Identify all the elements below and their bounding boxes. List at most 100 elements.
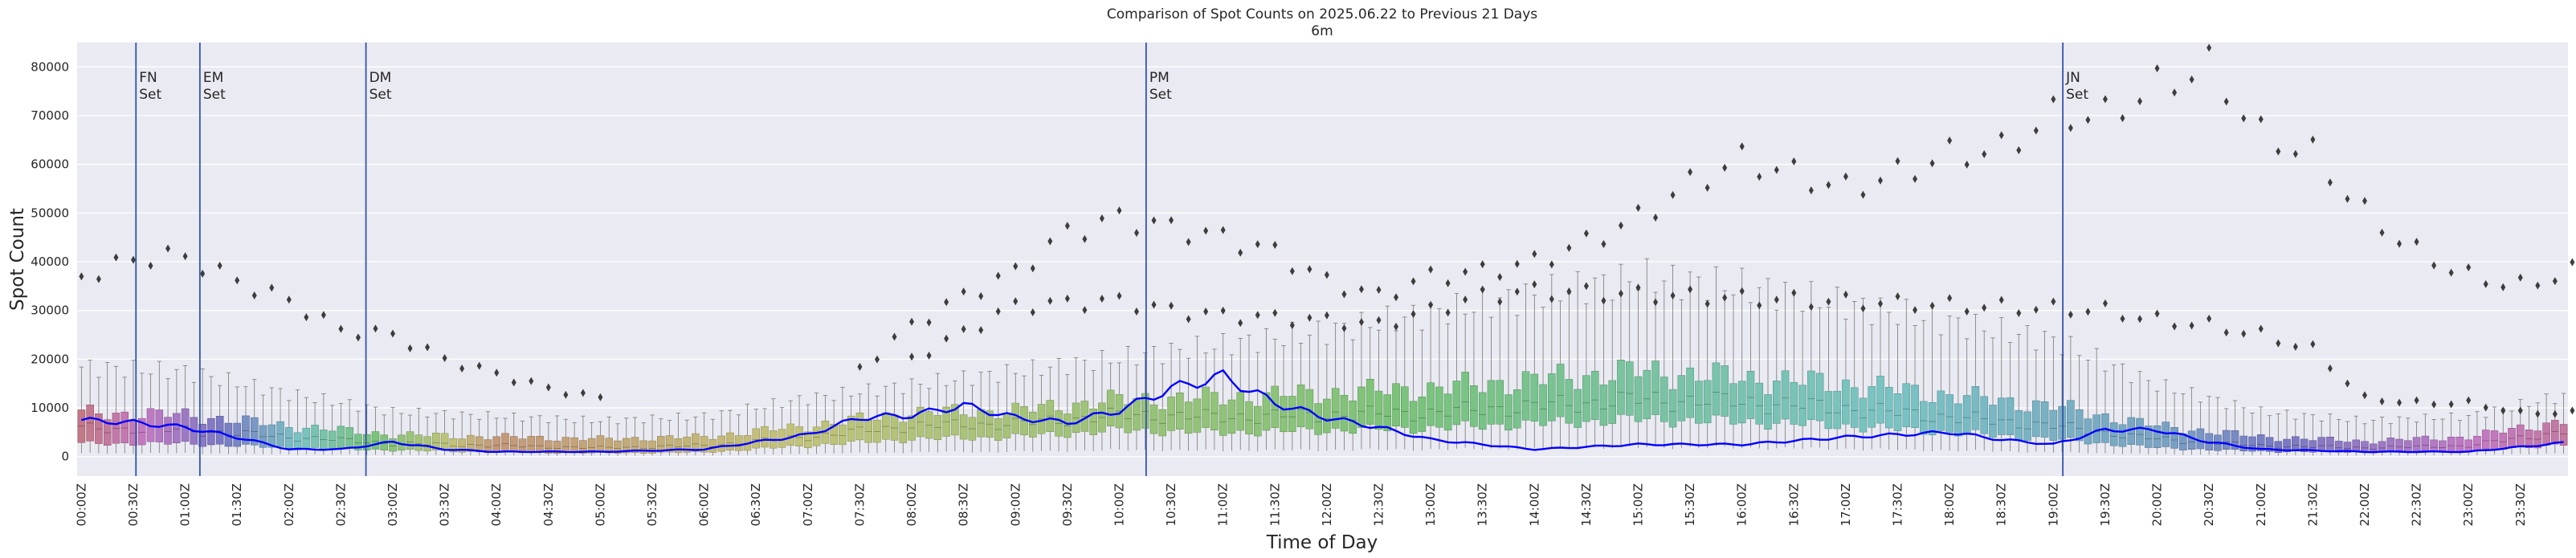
outlier-point (1843, 290, 1848, 299)
outlier-point (1445, 308, 1451, 317)
box (2256, 434, 2265, 451)
box (1461, 372, 1469, 422)
box (873, 419, 881, 443)
box-plot (2162, 379, 2170, 454)
outlier-point (1480, 285, 1485, 294)
outlier-point (1255, 311, 1260, 320)
box-plot (1383, 305, 1392, 450)
outlier-point (200, 269, 206, 278)
box-plot (570, 422, 578, 456)
box-plot (2256, 406, 2265, 455)
box (1262, 392, 1271, 431)
box (631, 437, 639, 453)
box-plot (890, 382, 899, 453)
box (1876, 376, 1884, 424)
box (2162, 422, 2170, 447)
outlier-point (1566, 243, 1572, 252)
outlier-point (1064, 294, 1070, 303)
box (1582, 375, 1590, 422)
outlier-point (2500, 283, 2506, 291)
box (328, 430, 337, 450)
box (1574, 389, 1582, 428)
box-plot (1971, 314, 1980, 450)
box-plot (1721, 290, 1729, 447)
box-plot (1106, 362, 1115, 450)
box (233, 422, 241, 447)
box (1634, 376, 1643, 422)
box-plot (639, 422, 648, 456)
marker-label: DM (369, 70, 392, 86)
outlier-point (1947, 136, 1953, 145)
box-plot (2006, 342, 2015, 451)
box-plot (1643, 258, 1651, 447)
y-axis-ticks: 0 10000 20000 30000 40000 50000 60000 70000 8000… (31, 59, 69, 463)
outlier-point (1341, 290, 1347, 299)
outlier-point (1428, 265, 1434, 274)
box-plot (1530, 295, 1539, 448)
box (414, 434, 423, 451)
outlier-point (1826, 297, 1831, 306)
box (596, 435, 605, 453)
box-plot (2231, 400, 2239, 455)
x-tick-label: 15:30Z (1683, 483, 1697, 527)
outlier-point (2207, 43, 2212, 52)
box-plot (137, 373, 146, 454)
box (804, 431, 812, 448)
box-plot (1815, 307, 1824, 448)
box (1798, 385, 1806, 426)
outlier-point (1376, 316, 1382, 324)
x-tick-label: 08:30Z (957, 483, 971, 527)
outlier-point (1860, 190, 1866, 199)
outlier-point (1099, 294, 1104, 303)
outlier-point (1757, 173, 1762, 181)
box-plot (726, 409, 734, 455)
box-plot (1928, 306, 1937, 451)
box (1202, 386, 1210, 428)
box (458, 438, 466, 453)
box (587, 438, 596, 454)
outlier-point (2223, 328, 2229, 337)
box (2343, 442, 2352, 453)
outlier-point (1722, 164, 1728, 173)
box (2490, 430, 2499, 450)
outlier-point (2189, 75, 2194, 83)
box-plot (1590, 277, 1599, 448)
box (1971, 386, 1980, 430)
box-plot (2118, 363, 2127, 454)
box-plot (95, 377, 103, 454)
box-plot (1737, 267, 1746, 449)
box-plot (475, 418, 484, 456)
x-tick-label: 16:00Z (1735, 483, 1749, 527)
x-tick-label: 20:00Z (2150, 483, 2165, 527)
outlier-point (1064, 222, 1070, 230)
box (752, 428, 761, 449)
box (1539, 384, 1547, 426)
box-plot (2283, 409, 2291, 456)
box (674, 438, 683, 454)
box (2412, 437, 2421, 452)
outlier-point (1203, 226, 1209, 235)
outlier-point (2466, 263, 2472, 272)
outlier-point (1289, 321, 1295, 330)
box (2118, 424, 2127, 447)
box-plot (1746, 302, 1755, 447)
box-plot (1219, 333, 1227, 452)
box-plot (631, 417, 639, 456)
outlier-point (2241, 329, 2247, 338)
box (1158, 409, 1167, 437)
outlier-point (1480, 260, 1485, 269)
box (1686, 367, 1694, 418)
box (2222, 430, 2231, 450)
box (2058, 405, 2066, 440)
box-plot (173, 369, 181, 454)
box-plot (2222, 408, 2231, 455)
box-plot (1668, 264, 1677, 450)
outlier-point (390, 329, 396, 338)
outlier-point (2154, 64, 2160, 73)
outlier-point (1238, 248, 1243, 257)
box (2309, 440, 2317, 453)
marker-label: Set (139, 87, 161, 103)
box-plot (1149, 346, 1158, 451)
box (467, 434, 475, 452)
box-plot (103, 362, 112, 454)
